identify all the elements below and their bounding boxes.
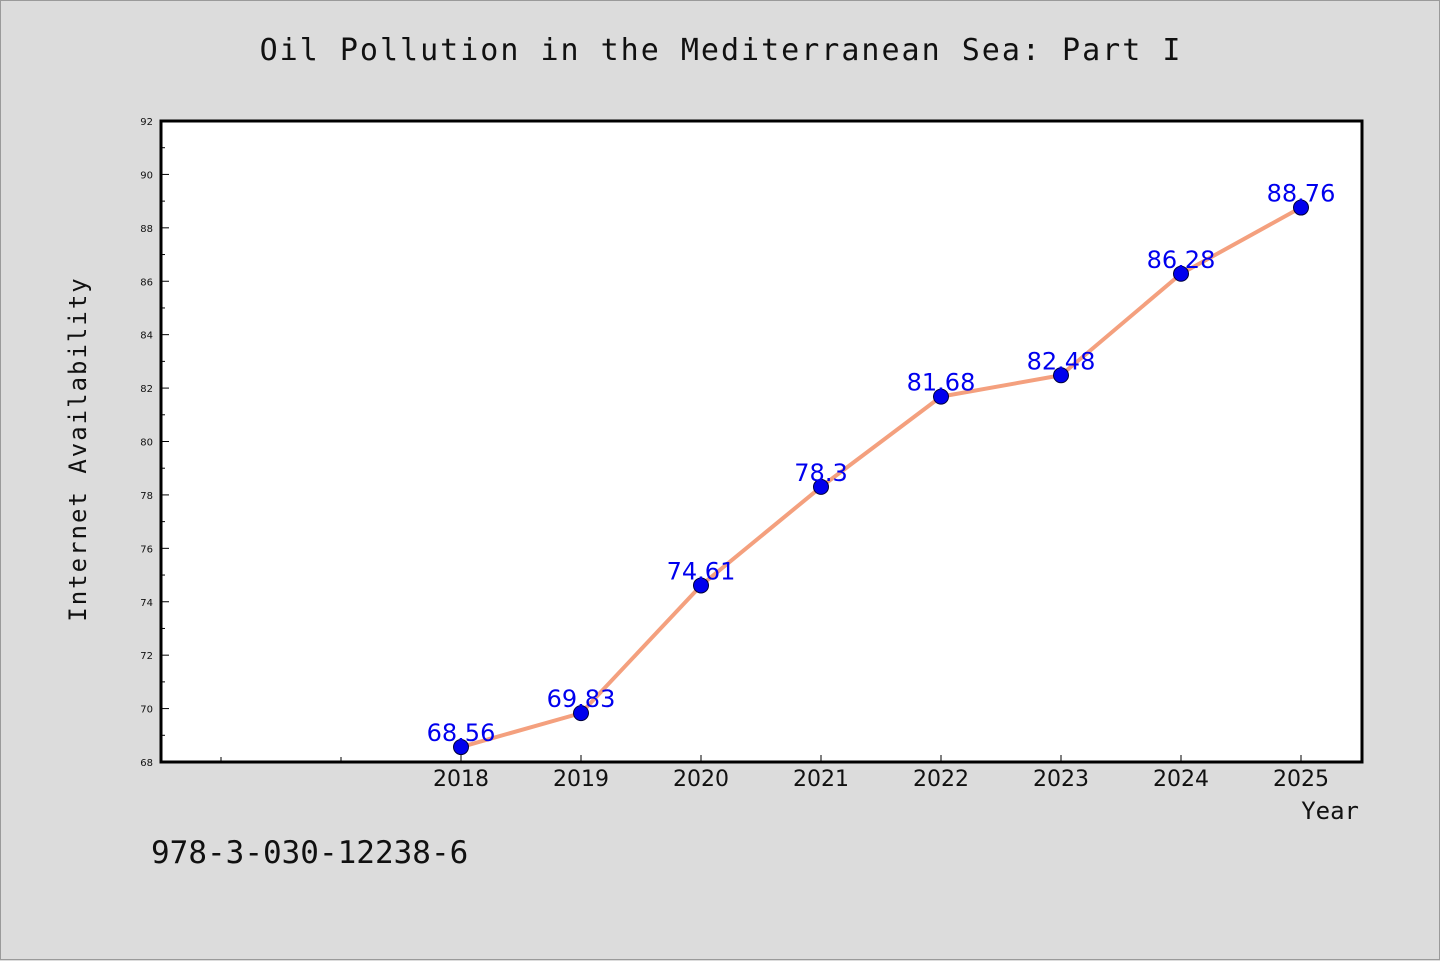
data-point	[453, 739, 469, 756]
data-label: 82.48	[1027, 347, 1096, 375]
y-tick-label: 92	[140, 117, 153, 128]
data-label: 74.61	[667, 557, 736, 585]
y-tick-label: 84	[140, 331, 153, 342]
x-tick-label: 2022	[913, 767, 969, 792]
plot-frame	[159, 119, 1364, 764]
y-tick-label: 76	[140, 544, 153, 555]
x-tick-label: 2021	[793, 767, 849, 792]
data-point	[573, 705, 589, 722]
data-label: 81.68	[907, 369, 976, 397]
data-point	[933, 388, 949, 405]
series-line	[460, 205, 1302, 749]
chart-title: Oil Pollution in the Mediterranean Sea: …	[259, 33, 1183, 68]
y-tick-label: 86	[140, 277, 153, 288]
x-tick-label: 2024	[1153, 767, 1209, 792]
y-tick-label: 70	[140, 705, 153, 716]
y-tick-label: 88	[140, 224, 153, 235]
data-point	[813, 478, 829, 495]
y-tick-label: 80	[140, 438, 153, 449]
data-point	[1053, 367, 1069, 384]
y-tick-label: 90	[140, 170, 153, 181]
data-label: 69.83	[547, 685, 616, 713]
y-tick-label: 78	[140, 491, 153, 502]
x-tick-label: 2020	[673, 767, 729, 792]
data-label: 68.56	[427, 719, 496, 747]
data-point	[693, 577, 709, 594]
isbn-text: 978-3-030-12238-6	[151, 835, 469, 871]
data-point	[1293, 199, 1309, 216]
data-label: 88.76	[1267, 180, 1336, 208]
x-tick-label: 2018	[433, 767, 489, 792]
y-tick-label: 68	[140, 758, 153, 769]
x-axis-label: Year	[1301, 797, 1359, 825]
data-point	[1173, 265, 1189, 282]
y-tick-label: 82	[140, 384, 153, 395]
data-label: 86.28	[1147, 246, 1216, 274]
x-tick-label: 2025	[1273, 767, 1329, 792]
x-tick-label: 2023	[1033, 767, 1089, 792]
data-label: 78.3	[794, 459, 847, 487]
x-tick-label: 2019	[553, 767, 609, 792]
y-tick-label: 74	[140, 598, 153, 609]
y-tick-label: 72	[140, 651, 153, 662]
